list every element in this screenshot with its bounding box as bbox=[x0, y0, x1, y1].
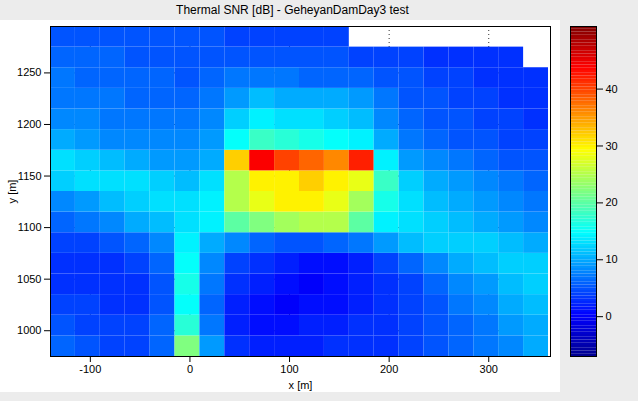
svg-text:0: 0 bbox=[606, 310, 612, 322]
svg-text:0: 0 bbox=[187, 363, 193, 375]
svg-text:20: 20 bbox=[606, 196, 618, 208]
svg-text:-100: -100 bbox=[79, 363, 101, 375]
svg-text:200: 200 bbox=[380, 363, 398, 375]
svg-text:100: 100 bbox=[280, 363, 298, 375]
svg-text:1150: 1150 bbox=[18, 170, 42, 182]
svg-text:1250: 1250 bbox=[17, 66, 41, 78]
svg-text:10: 10 bbox=[606, 253, 618, 265]
svg-text:300: 300 bbox=[480, 363, 498, 375]
svg-text:y [m]: y [m] bbox=[6, 180, 18, 204]
svg-text:40: 40 bbox=[606, 83, 618, 95]
svg-text:30: 30 bbox=[606, 140, 618, 152]
svg-text:1100: 1100 bbox=[18, 221, 42, 233]
svg-text:x [m]: x [m] bbox=[289, 379, 313, 391]
svg-text:1000: 1000 bbox=[17, 324, 41, 336]
html-text:Thermal SNR [dB] - GeheyanDamD: Thermal SNR [dB] - GeheyanDamDay3 test bbox=[176, 3, 409, 17]
svg-text:1200: 1200 bbox=[17, 118, 41, 130]
svg-text:1050: 1050 bbox=[17, 273, 41, 285]
